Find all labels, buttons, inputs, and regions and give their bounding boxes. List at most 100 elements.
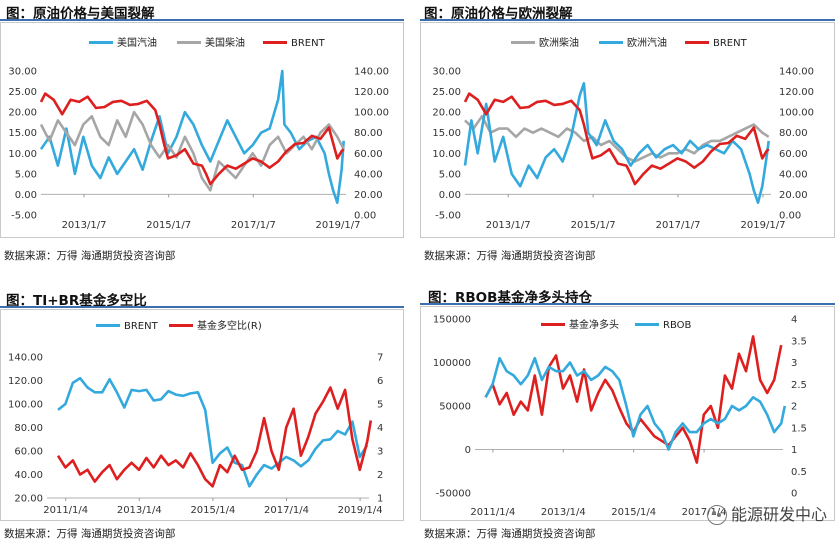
y-tick-label-right: 2: [377, 470, 383, 481]
y-tick-label-right: 0.5: [791, 467, 807, 478]
y-tick-label-left: -5.00: [11, 211, 37, 222]
y-tick-label-right: 140.00: [779, 67, 814, 78]
x-tick-label: 2015/1/4: [611, 507, 656, 518]
legend-label: 美国汽油: [117, 36, 157, 49]
chart-plot: 140.00 120.00 100.00 80.00 60.00 40.00 20.00 7 6…: [8, 319, 383, 516]
y-tick-label-left: 100000: [433, 358, 471, 369]
y-tick-label-right: 1.5: [791, 423, 807, 434]
y-tick-label-left: 10.00: [8, 149, 37, 160]
y-tick-label-left: 30.00: [432, 67, 461, 78]
y-tick-label-right: 0: [791, 489, 797, 500]
series-line: [464, 115, 770, 163]
legend-label: BRENT: [124, 321, 159, 332]
y-tick-label-right: 1: [791, 445, 797, 456]
y-tick-label-left: -5.00: [435, 211, 461, 222]
y-tick-label-left: 20.00: [432, 108, 461, 119]
x-tick-label: 2013/1/7: [486, 220, 531, 231]
source-note: 数据来源：万得 海通期货投资咨询部: [424, 528, 596, 540]
y-tick-label-left: 0.00: [439, 190, 461, 201]
title-rule: [0, 19, 404, 21]
x-tick-label: 2017/1/7: [656, 220, 701, 231]
y-tick-label-right: 80.00: [779, 128, 808, 139]
series-line: [484, 356, 787, 451]
chart-panel: 30.00 25.00 20.00 15.00 10.00 5.00 0.00 -5.00 14…: [0, 22, 404, 238]
y-tick-label-right: 2.5: [791, 380, 807, 391]
y-tick-label-right: 40.00: [779, 169, 808, 180]
source-note: 数据来源：万得 海通期货投资咨询部: [4, 528, 176, 540]
title-rule: [420, 303, 835, 305]
y-tick-label-right: 6: [377, 376, 383, 387]
y-tick-label-left: 5.00: [439, 169, 461, 180]
y-tick-label-left: 40.00: [14, 470, 43, 481]
legend-label: 基金多空比(R): [197, 319, 262, 332]
series-line: [463, 92, 770, 186]
y-tick-label-left: 15.00: [432, 128, 461, 139]
y-tick-label-left: 150000: [433, 315, 471, 326]
y-tick-label-right: 0.00: [779, 211, 801, 222]
y-tick-label-right: 4: [377, 423, 383, 434]
y-tick-label-right: 60.00: [779, 149, 808, 160]
legend-label: 美国柴油: [205, 36, 245, 49]
legend-label: 欧洲汽油: [627, 36, 667, 49]
y-tick-label-right: 0.00: [354, 211, 376, 222]
x-tick-label: 2015/1/4: [190, 505, 235, 516]
x-tick-label: 2011/1/4: [43, 505, 88, 516]
y-tick-label-right: 20.00: [779, 190, 808, 201]
source-note: 数据来源：万得 海通期货投资咨询部: [4, 250, 176, 262]
y-tick-label-right: 20.00: [354, 190, 383, 201]
source-note: 数据来源：万得 海通期货投资咨询部: [424, 250, 596, 262]
x-tick-label: 2019/1/4: [338, 505, 383, 516]
watermark-text: 能源研发中心: [730, 504, 827, 524]
y-tick-label-right: 40.00: [354, 169, 383, 180]
y-tick-label-right: 100.00: [354, 108, 389, 119]
legend-label: 欧洲柴油: [539, 36, 579, 49]
x-tick-label: 2013/1/7: [62, 220, 107, 231]
x-tick-label: 2015/1/7: [571, 220, 616, 231]
x-tick-label: 2017/1/7: [231, 220, 276, 231]
title-rule: [420, 19, 835, 21]
y-tick-label-right: 60.00: [354, 149, 383, 160]
chart-panel: 30.00 25.00 20.00 15.00 10.00 5.00 0.00 -5.00 14…: [420, 22, 835, 238]
y-tick-label-right: 3.5: [791, 336, 807, 347]
series-line: [39, 92, 345, 186]
y-tick-label-right: 4: [791, 315, 797, 326]
y-tick-label-left: 15.00: [8, 128, 37, 139]
y-tick-label-left: 25.00: [432, 87, 461, 98]
y-tick-label-left: 50000: [439, 402, 471, 413]
y-tick-label-left: 80.00: [14, 423, 43, 434]
chart-panel: 150000 100000 50000 0 -50000 4 3.5 3 2.5 2 1.5 1 0.5…: [420, 306, 835, 521]
chart-plot: 30.00 25.00 20.00 15.00 10.00 5.00 0.00 -5.00 14…: [432, 36, 814, 231]
y-tick-label-left: -50000: [436, 489, 471, 500]
series-line: [39, 69, 345, 204]
x-tick-label: 2013/1/4: [541, 507, 586, 518]
chart-title: 图：原油价格与美国裂解: [6, 6, 155, 22]
y-tick-label-right: 7: [377, 353, 383, 364]
y-tick-label-left: 100.00: [8, 400, 43, 411]
y-tick-label-right: 2: [791, 402, 797, 413]
y-tick-label-left: 20.00: [8, 108, 37, 119]
y-tick-label-right: 100.00: [779, 108, 814, 119]
x-tick-label: 2011/1/4: [470, 507, 515, 518]
y-tick-label-left: 120.00: [8, 376, 43, 387]
x-tick-label: 2019/1/7: [741, 220, 786, 231]
series-line: [463, 81, 770, 204]
legend-label: BRENT: [713, 38, 748, 49]
watermark: 能源研发中心: [706, 501, 827, 525]
x-tick-label: 2017/1/4: [264, 505, 309, 516]
x-tick-label: 2019/1/7: [316, 220, 361, 231]
legend-label: BRENT: [291, 38, 326, 49]
x-tick-label: 2017/1/4: [682, 507, 727, 518]
legend-label: RBOB: [663, 320, 692, 331]
y-tick-label-left: 140.00: [8, 353, 43, 364]
title-rule: [0, 306, 404, 308]
y-tick-label-left: 0.00: [15, 190, 37, 201]
y-tick-label-left: 0: [465, 445, 471, 456]
y-tick-label-right: 1: [377, 494, 383, 505]
y-tick-label-right: 3: [377, 447, 383, 458]
legend-label: 基金净多头: [569, 318, 619, 331]
y-tick-label-left: 20.00: [14, 494, 43, 505]
y-tick-label-right: 120.00: [779, 87, 814, 98]
y-tick-label-right: 5: [377, 400, 383, 411]
chart-plot: 150000 100000 50000 0 -50000 4 3.5 3 2.5 2 1.5 1 0.5…: [433, 315, 807, 519]
series-line: [56, 386, 373, 488]
